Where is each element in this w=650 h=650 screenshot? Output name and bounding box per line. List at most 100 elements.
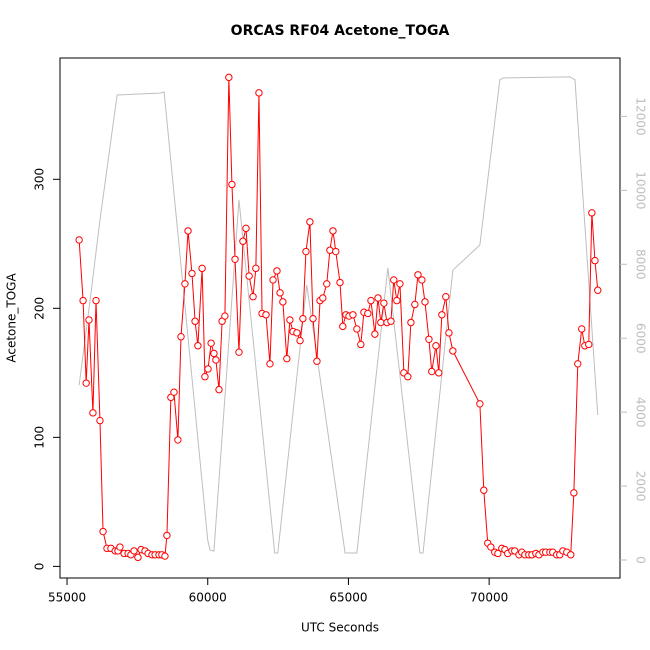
data-point bbox=[332, 247, 340, 256]
data-point bbox=[79, 296, 87, 305]
data-point bbox=[349, 311, 357, 319]
data-point bbox=[567, 551, 575, 559]
data-point bbox=[319, 294, 327, 302]
data-point bbox=[198, 264, 206, 273]
x-tick-label: 55000 bbox=[48, 591, 86, 605]
data-point bbox=[225, 73, 233, 82]
data-point bbox=[286, 316, 294, 324]
data-point bbox=[476, 400, 484, 408]
y2-tick-label: 2000 bbox=[634, 471, 648, 502]
y-tick-label: 300 bbox=[33, 168, 47, 191]
series-line bbox=[78, 77, 599, 559]
data-point bbox=[174, 436, 182, 444]
data-point bbox=[404, 373, 412, 381]
data-point bbox=[418, 276, 426, 284]
data-point bbox=[494, 549, 502, 558]
data-point bbox=[387, 317, 395, 325]
data-point bbox=[273, 267, 281, 275]
data-point bbox=[82, 379, 90, 387]
data-point bbox=[228, 180, 236, 189]
data-point bbox=[432, 342, 440, 350]
data-point bbox=[309, 314, 317, 323]
data-point bbox=[279, 298, 287, 306]
data-point bbox=[585, 340, 593, 349]
data-point bbox=[188, 269, 196, 278]
data-point bbox=[249, 293, 257, 301]
data-point bbox=[242, 224, 250, 233]
data-point bbox=[371, 330, 379, 338]
data-point bbox=[194, 342, 202, 350]
data-point bbox=[594, 286, 602, 294]
data-point bbox=[184, 227, 192, 235]
data-point bbox=[134, 553, 142, 562]
data-point bbox=[215, 385, 223, 394]
data-point bbox=[296, 336, 304, 345]
data-point bbox=[293, 329, 301, 337]
data-point bbox=[329, 227, 337, 235]
data-point bbox=[302, 247, 310, 256]
data-point bbox=[96, 416, 104, 425]
chart-title: ORCAS RF04 Acetone_TOGA bbox=[231, 23, 450, 39]
y2-tick-label: 8000 bbox=[634, 249, 648, 280]
y-tick-label: 0 bbox=[33, 563, 47, 571]
data-point bbox=[235, 348, 243, 356]
data-point bbox=[161, 552, 169, 560]
plot-frame bbox=[59, 57, 621, 579]
data-point bbox=[221, 312, 229, 320]
data-point bbox=[336, 278, 344, 287]
data-point bbox=[283, 354, 291, 363]
data-point bbox=[435, 369, 443, 377]
data-point bbox=[89, 409, 97, 417]
data-point bbox=[374, 294, 382, 302]
data-point bbox=[276, 289, 284, 297]
data-point bbox=[323, 280, 331, 288]
data-point bbox=[407, 318, 415, 327]
y-axis-label: Acetone_TOGA bbox=[5, 273, 19, 363]
y-tick-label: 200 bbox=[33, 297, 47, 320]
y-tick-label: 100 bbox=[33, 426, 47, 449]
data-point bbox=[269, 276, 277, 284]
data-point bbox=[438, 311, 446, 319]
data-point bbox=[210, 349, 218, 358]
data-point bbox=[396, 280, 404, 288]
data-point bbox=[262, 311, 270, 319]
data-point bbox=[380, 299, 388, 307]
data-point bbox=[574, 360, 582, 368]
data-point bbox=[339, 322, 347, 331]
data-point bbox=[421, 298, 429, 306]
data-point bbox=[207, 339, 215, 347]
data-point bbox=[377, 318, 385, 327]
data-point bbox=[204, 365, 212, 373]
data-point bbox=[75, 236, 83, 244]
data-point bbox=[442, 293, 450, 301]
data-point bbox=[326, 246, 334, 254]
y2-tick-label: 6000 bbox=[634, 323, 648, 354]
data-point bbox=[414, 271, 422, 279]
x-axis-label: UTC Seconds bbox=[301, 621, 379, 635]
data-point bbox=[99, 527, 107, 536]
data-point bbox=[364, 309, 372, 318]
data-point bbox=[212, 356, 220, 364]
data-point bbox=[177, 333, 185, 341]
data-point bbox=[390, 276, 398, 284]
data-point bbox=[367, 296, 375, 305]
data-point bbox=[231, 255, 239, 263]
x-tick-label: 70000 bbox=[470, 591, 508, 605]
data-point bbox=[353, 325, 361, 333]
data-point bbox=[252, 264, 260, 273]
data-point bbox=[306, 218, 314, 226]
data-point bbox=[487, 543, 495, 551]
data-point bbox=[245, 272, 253, 280]
data-point bbox=[85, 316, 93, 324]
data-point bbox=[163, 531, 171, 540]
series-line bbox=[78, 76, 599, 554]
y2-tick-label: 10000 bbox=[634, 171, 648, 209]
data-point bbox=[578, 325, 586, 333]
data-point bbox=[170, 388, 178, 396]
data-point bbox=[130, 547, 138, 555]
data-point bbox=[239, 237, 247, 245]
data-point bbox=[570, 489, 578, 497]
data-point bbox=[201, 373, 209, 381]
data-point bbox=[266, 360, 274, 368]
data-point bbox=[425, 335, 433, 343]
